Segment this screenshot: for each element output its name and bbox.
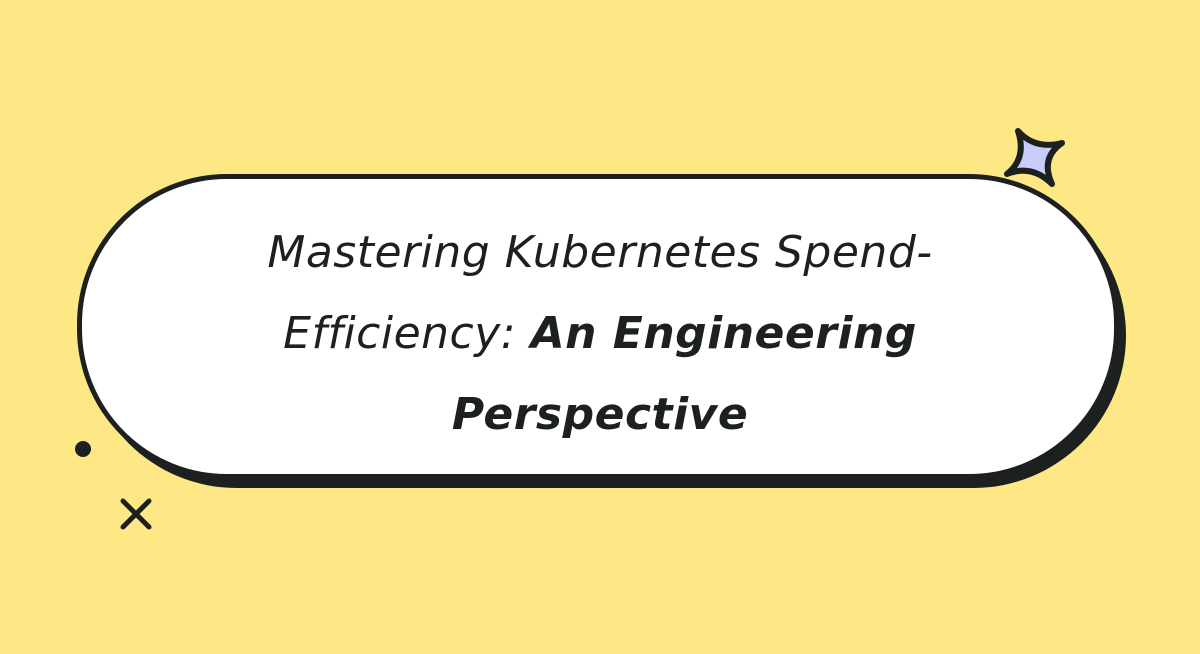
sparkle-star-icon xyxy=(1004,128,1065,187)
dot-icon xyxy=(75,441,91,457)
title-bold: An Engineering Perspective xyxy=(451,308,917,440)
title-light: Mastering Kubernetes Spend-Efficiency: xyxy=(267,227,933,359)
page-title: Mastering Kubernetes Spend-Efficiency: A… xyxy=(180,212,1020,455)
title-pill xyxy=(77,174,1119,479)
x-mark-icon xyxy=(120,498,152,530)
